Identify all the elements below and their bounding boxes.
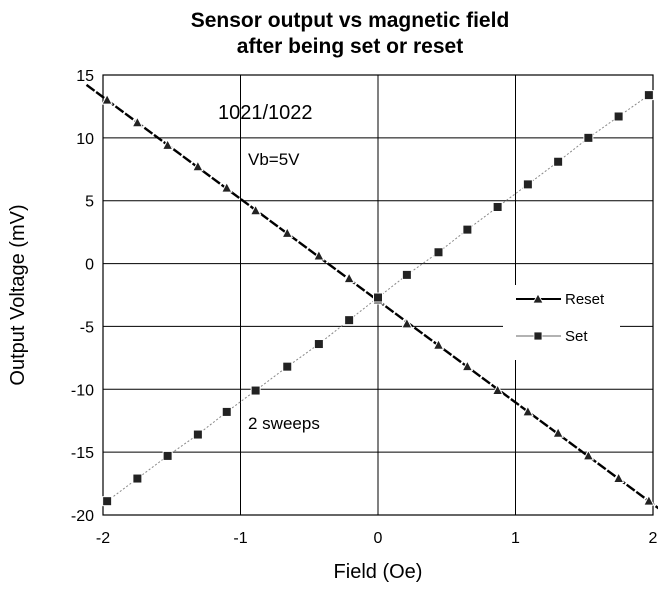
- data-point-set: [522, 179, 533, 190]
- data-point-set: [132, 473, 143, 484]
- series-layer: [85, 83, 658, 510]
- x-tick-label: 1: [511, 530, 520, 547]
- data-point-reset: [161, 138, 174, 150]
- data-point-reset: [101, 93, 113, 105]
- data-point-reset: [249, 204, 262, 216]
- data-point-reset: [461, 360, 474, 372]
- data-point-reset: [491, 383, 504, 396]
- x-axis-label: Field (Oe): [334, 561, 423, 583]
- legend-set-marker: [533, 331, 543, 341]
- y-tick-label: -20: [71, 508, 94, 525]
- data-point-reset: [131, 116, 144, 128]
- series-set: [102, 90, 654, 507]
- y-tick-label: 10: [76, 131, 94, 148]
- data-point-set: [401, 269, 412, 280]
- data-point-reset: [643, 494, 655, 506]
- data-point-set: [583, 132, 594, 143]
- plot-area-border: [102, 74, 654, 516]
- x-tick-labels: -2 -1 0 1 2: [96, 530, 658, 547]
- data-point-reset: [401, 317, 413, 329]
- legend-set-label: Set: [565, 328, 588, 345]
- data-point-set: [462, 224, 473, 235]
- annotation-part-number: 1021/1022: [218, 102, 313, 124]
- data-point-reset: [313, 249, 325, 261]
- data-point-set: [221, 406, 232, 417]
- data-point-set: [373, 292, 383, 303]
- legend-box: [503, 285, 620, 360]
- data-point-set: [282, 361, 293, 372]
- y-tick-label: -15: [71, 445, 94, 462]
- data-point-set: [192, 429, 203, 440]
- y-tick-label: 0: [85, 257, 94, 274]
- data-point-set: [162, 450, 173, 461]
- data-point-reset: [192, 160, 204, 172]
- x-tick-label: 2: [649, 530, 658, 547]
- x-tick-label: -2: [96, 530, 110, 547]
- data-point-set: [643, 90, 654, 101]
- chart-subtitle: after being set or reset: [237, 35, 463, 58]
- data-point-set: [433, 247, 444, 258]
- data-point-reset: [281, 226, 294, 238]
- data-point-reset: [343, 272, 355, 284]
- legend: Reset Set: [503, 285, 620, 360]
- data-point-set: [613, 111, 624, 122]
- data-point-set: [553, 156, 564, 167]
- y-tick-label: 15: [76, 68, 94, 85]
- y-tick-labels: -20 -15 -10 -5 0 5 10 15: [71, 68, 94, 525]
- annotation-sweeps: 2 sweeps: [248, 414, 320, 433]
- y-tick-label: 5: [85, 194, 94, 211]
- data-point-reset: [612, 471, 625, 484]
- legend-reset-marker: [532, 293, 544, 304]
- x-tick-label: 0: [374, 530, 383, 547]
- chart-title: Sensor output vs magnetic field: [191, 9, 510, 32]
- data-point-set: [102, 496, 113, 507]
- legend-reset-label: Reset: [565, 291, 605, 308]
- data-point-reset: [552, 426, 564, 438]
- data-point-set: [250, 385, 261, 396]
- y-tick-label: -5: [80, 319, 94, 336]
- data-point-set: [313, 339, 324, 350]
- y-axis-label: Output Voltage (mV): [7, 204, 29, 385]
- data-point-reset: [220, 181, 233, 193]
- annotation-vb: Vb=5V: [248, 150, 300, 169]
- data-point-set: [492, 202, 503, 212]
- data-point-set: [344, 315, 355, 326]
- data-point-reset: [582, 449, 595, 461]
- y-tick-label: -10: [71, 382, 94, 399]
- data-point-reset: [432, 338, 445, 350]
- x-tick-label: -1: [233, 530, 247, 547]
- data-point-reset: [522, 405, 534, 417]
